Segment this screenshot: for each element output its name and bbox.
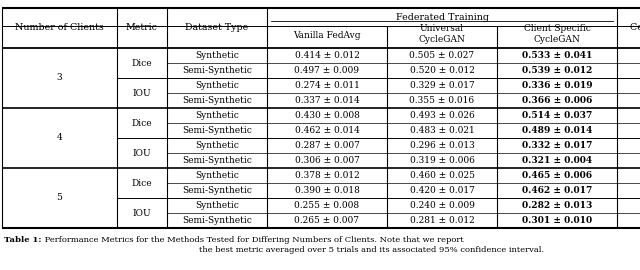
Text: 0.414 ± 0.012: 0.414 ± 0.012	[294, 51, 360, 60]
Text: 0.430 ± 0.008: 0.430 ± 0.008	[294, 111, 360, 120]
Text: 0.390 ± 0.018: 0.390 ± 0.018	[294, 186, 360, 195]
Text: Metric: Metric	[126, 23, 158, 32]
Text: Centralised Training: Centralised Training	[630, 23, 640, 32]
Text: the best metric averaged over 5 trials and its associated 95% confidence interva: the best metric averaged over 5 trials a…	[200, 246, 545, 254]
Text: 0.287 ± 0.007: 0.287 ± 0.007	[294, 141, 360, 150]
Text: 0.282 ± 0.013: 0.282 ± 0.013	[522, 201, 592, 210]
Text: Synthetic: Synthetic	[195, 141, 239, 150]
Text: 0.493 ± 0.026: 0.493 ± 0.026	[410, 111, 474, 120]
Text: 0.520 ± 0.012: 0.520 ± 0.012	[410, 66, 474, 75]
Text: Semi-Synthetic: Semi-Synthetic	[182, 186, 252, 195]
Text: Semi-Synthetic: Semi-Synthetic	[182, 156, 252, 165]
Text: 0.465 ± 0.006: 0.465 ± 0.006	[522, 171, 592, 180]
Text: 0.329 ± 0.017: 0.329 ± 0.017	[410, 81, 474, 90]
Text: Universal
CycleGAN: Universal CycleGAN	[419, 24, 465, 44]
Text: 0.301 ± 0.010: 0.301 ± 0.010	[522, 216, 592, 225]
Text: 0.296 ± 0.013: 0.296 ± 0.013	[410, 141, 474, 150]
Text: 0.483 ± 0.021: 0.483 ± 0.021	[410, 126, 474, 135]
Text: Synthetic: Synthetic	[195, 51, 239, 60]
Text: Vanilla FedAvg: Vanilla FedAvg	[293, 32, 361, 40]
Text: 0.514 ± 0.037: 0.514 ± 0.037	[522, 111, 592, 120]
Text: Semi-Synthetic: Semi-Synthetic	[182, 216, 252, 225]
Text: 0.497 ± 0.009: 0.497 ± 0.009	[294, 66, 360, 75]
Text: 0.332 ± 0.017: 0.332 ± 0.017	[522, 141, 592, 150]
Text: 0.539 ± 0.012: 0.539 ± 0.012	[522, 66, 592, 75]
Text: Dice: Dice	[132, 59, 152, 68]
Text: 0.462 ± 0.014: 0.462 ± 0.014	[294, 126, 360, 135]
Text: 0.355 ± 0.016: 0.355 ± 0.016	[410, 96, 475, 105]
Text: 0.420 ± 0.017: 0.420 ± 0.017	[410, 186, 474, 195]
Text: Table 1:: Table 1:	[4, 236, 42, 244]
Text: Synthetic: Synthetic	[195, 111, 239, 120]
Text: 5: 5	[56, 194, 63, 202]
Text: IOU: IOU	[132, 89, 151, 97]
Text: 0.319 ± 0.006: 0.319 ± 0.006	[410, 156, 474, 165]
Text: 0.274 ± 0.011: 0.274 ± 0.011	[294, 81, 360, 90]
Text: 0.460 ± 0.025: 0.460 ± 0.025	[410, 171, 474, 180]
Text: 0.265 ± 0.007: 0.265 ± 0.007	[294, 216, 360, 225]
Text: IOU: IOU	[132, 148, 151, 157]
Text: 4: 4	[56, 133, 62, 143]
Text: Semi-Synthetic: Semi-Synthetic	[182, 126, 252, 135]
Text: Synthetic: Synthetic	[195, 201, 239, 210]
Text: 0.366 ± 0.006: 0.366 ± 0.006	[522, 96, 592, 105]
Text: 0.240 ± 0.009: 0.240 ± 0.009	[410, 201, 474, 210]
Text: Performance Metrics for the Methods Tested for Differing Numbers of Clients. Not: Performance Metrics for the Methods Test…	[42, 236, 463, 244]
Text: Synthetic: Synthetic	[195, 171, 239, 180]
Text: 0.255 ± 0.008: 0.255 ± 0.008	[294, 201, 360, 210]
Text: Synthetic: Synthetic	[195, 81, 239, 90]
Text: Dataset Type: Dataset Type	[186, 23, 248, 32]
Text: 0.337 ± 0.014: 0.337 ± 0.014	[294, 96, 360, 105]
Text: 0.505 ± 0.027: 0.505 ± 0.027	[410, 51, 475, 60]
Text: Semi-Synthetic: Semi-Synthetic	[182, 96, 252, 105]
Text: Semi-Synthetic: Semi-Synthetic	[182, 66, 252, 75]
Text: 0.533 ± 0.041: 0.533 ± 0.041	[522, 51, 592, 60]
Text: Dice: Dice	[132, 178, 152, 187]
Text: 0.489 ± 0.014: 0.489 ± 0.014	[522, 126, 592, 135]
Text: 0.378 ± 0.012: 0.378 ± 0.012	[294, 171, 360, 180]
Text: 0.462 ± 0.017: 0.462 ± 0.017	[522, 186, 592, 195]
Text: Dice: Dice	[132, 119, 152, 127]
Text: IOU: IOU	[132, 208, 151, 218]
Text: Federated Training: Federated Training	[396, 12, 488, 22]
Text: Number of Clients: Number of Clients	[15, 23, 104, 32]
Text: 0.281 ± 0.012: 0.281 ± 0.012	[410, 216, 474, 225]
Text: 0.306 ± 0.007: 0.306 ± 0.007	[294, 156, 360, 165]
Text: 0.321 ± 0.004: 0.321 ± 0.004	[522, 156, 592, 165]
Text: 0.336 ± 0.019: 0.336 ± 0.019	[522, 81, 592, 90]
Text: 3: 3	[57, 73, 62, 83]
Text: Client Specific
CycleGAN: Client Specific CycleGAN	[524, 24, 591, 44]
